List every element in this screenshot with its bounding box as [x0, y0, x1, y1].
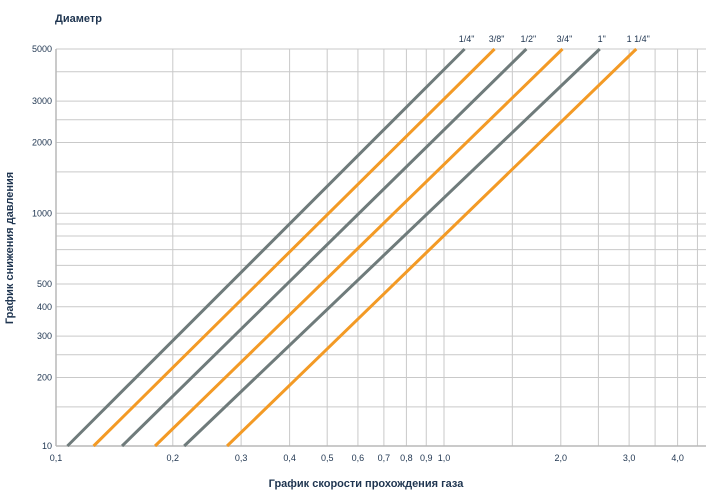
series-line: [66, 47, 466, 448]
series-label: 1/2": [520, 34, 536, 44]
x-tick-labels: 0,1 0,2 0,3 0,4 0,5 0,6 0,7 0,8 0,9 1,0 2,0 3,0 4,0: [50, 453, 684, 463]
y-tick-label: 200: [37, 373, 52, 383]
series-label: 1 1/4": [627, 34, 650, 44]
series-label: 1/4": [459, 34, 475, 44]
y-tick-label: 300: [37, 331, 52, 341]
x-axis-label: График скорости прохождения газа: [269, 478, 465, 490]
x-tick-label: 0,8: [400, 453, 413, 463]
x-tick-label: 0,7: [378, 453, 391, 463]
y-tick-label: 10: [42, 441, 52, 451]
y-tick-label: 5000: [32, 44, 52, 54]
series-line: [92, 47, 496, 448]
x-tick-label: 0,5: [321, 453, 334, 463]
y-tick-label: 400: [37, 302, 52, 312]
y-tick-label: 1000: [32, 208, 52, 218]
y-tick-label: 2000: [32, 138, 52, 148]
x-tick-label: 1,0: [438, 453, 451, 463]
series-line: [183, 47, 601, 448]
series-label: 1": [598, 34, 606, 44]
series-line: [226, 47, 638, 448]
series-label: 3/8": [489, 34, 505, 44]
y-axis-label: График снижения давления: [4, 172, 16, 324]
series-lines: [66, 47, 638, 448]
x-tick-label: 2,0: [555, 453, 568, 463]
series-line: [121, 47, 528, 448]
y-tick-labels: 10 200 300 400 500 1000 2000 3000 5000: [32, 44, 52, 451]
x-tick-label: 0,6: [352, 453, 365, 463]
series-line: [153, 47, 564, 448]
x-tick-label: 0,3: [235, 453, 248, 463]
chart-title: Диаметр: [55, 13, 102, 25]
grid: [55, 48, 706, 447]
x-tick-label: 0,4: [283, 453, 296, 463]
y-tick-label: 500: [37, 279, 52, 289]
y-tick-label: 3000: [32, 96, 52, 106]
x-tick-label: 0,1: [50, 453, 63, 463]
series-label: 3/4": [557, 34, 573, 44]
x-tick-label: 0,9: [420, 453, 433, 463]
x-tick-label: 4,0: [671, 453, 684, 463]
x-tick-label: 3,0: [623, 453, 636, 463]
x-tick-label: 0,2: [167, 453, 180, 463]
series-labels: 1/4" 3/8" 1/2" 3/4" 1" 1 1/4": [459, 34, 650, 44]
